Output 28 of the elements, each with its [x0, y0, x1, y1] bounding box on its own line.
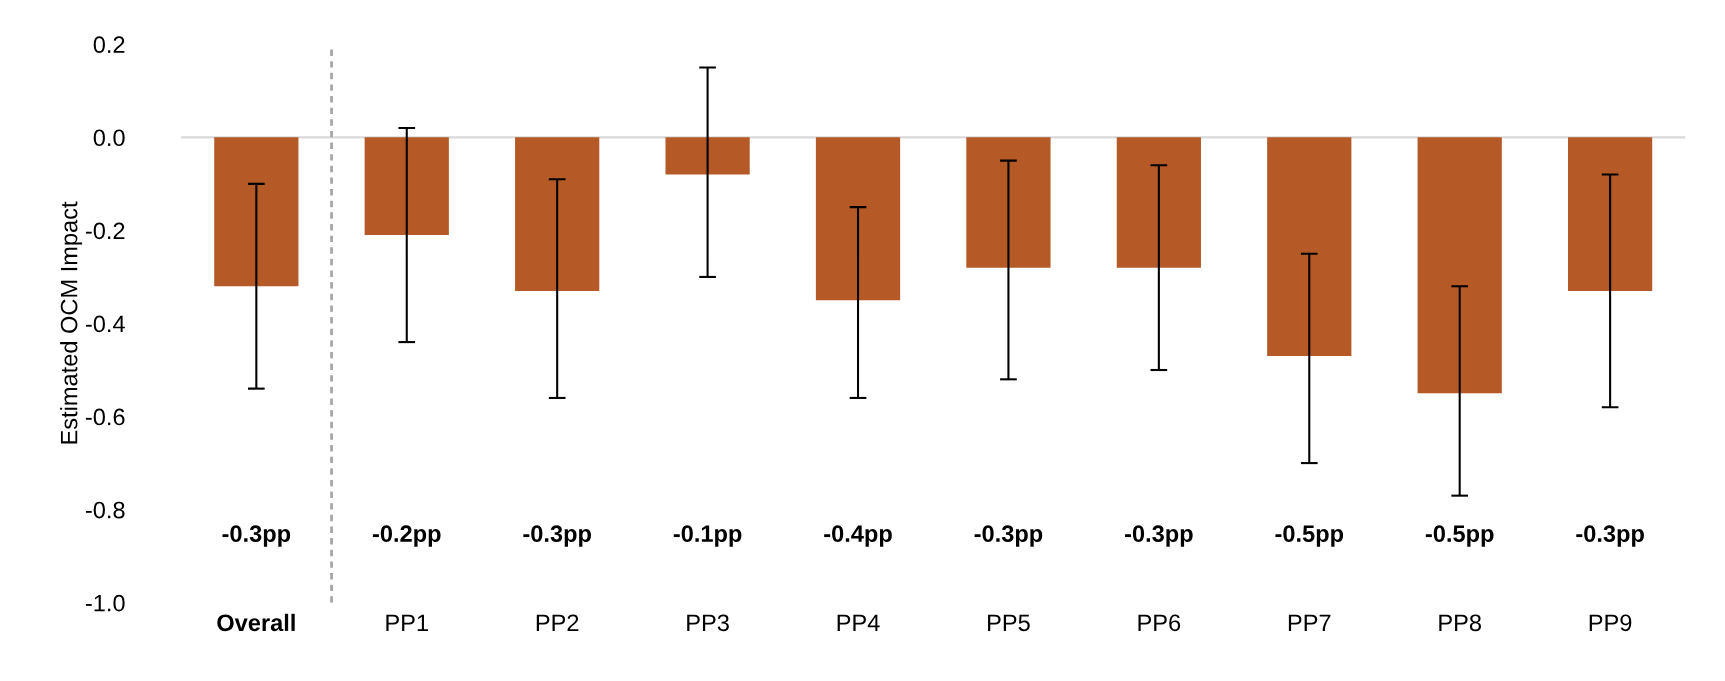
y-tick-label: -0.2 — [85, 222, 125, 240]
y-tick-label: -0.8 — [85, 501, 125, 519]
annotation: -0.4pp — [824, 525, 892, 547]
x-tick-label: Overall — [217, 613, 295, 632]
annotation: -0.3pp — [222, 525, 291, 547]
x-tick-label: PP8 — [1439, 614, 1481, 632]
y-tick-label: 0.2 — [93, 36, 125, 54]
x-tick-label: PP4 — [837, 614, 880, 631]
y-tick-label: -1.0 — [85, 594, 125, 612]
annotation: -0.3pp — [974, 525, 1043, 547]
annotation: -0.3pp — [523, 525, 591, 547]
x-tick-label: PP7 — [1288, 614, 1331, 631]
y-axis-title: Estimated OCM Impact — [60, 201, 83, 444]
annotation: -0.2pp — [372, 525, 441, 547]
y-tick-label: -0.6 — [85, 408, 125, 426]
x-tick-label: PP1 — [386, 614, 428, 631]
annotation: -0.1pp — [673, 525, 742, 547]
x-tick-label: PP3 — [687, 614, 729, 632]
annotation: -0.5pp — [1275, 525, 1344, 547]
x-tick-label: PP6 — [1138, 614, 1181, 632]
annotation: -0.3pp — [1125, 525, 1193, 547]
x-tick-label: PP5 — [988, 614, 1030, 632]
y-tick-label: -0.4 — [85, 315, 125, 333]
y-tick-label: 0.0 — [93, 129, 125, 147]
x-tick-label: PP9 — [1589, 614, 1632, 632]
x-tick-label: PP2 — [536, 614, 579, 631]
annotation: -0.3pp — [1576, 525, 1644, 547]
annotation: -0.5pp — [1425, 525, 1494, 547]
